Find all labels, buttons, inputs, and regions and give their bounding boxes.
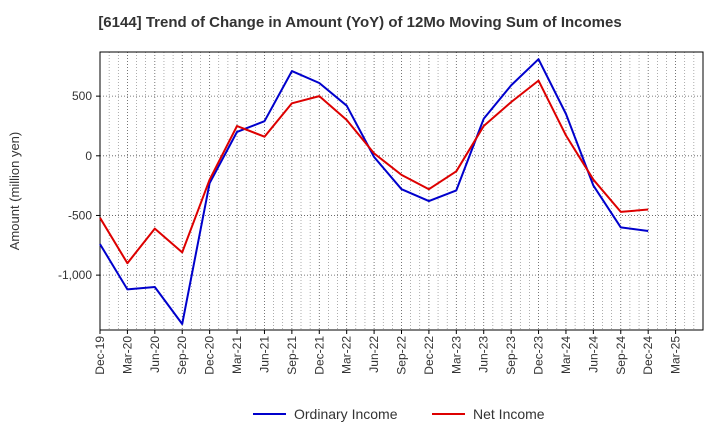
x-tick-label: Dec-20	[203, 336, 217, 375]
x-tick-label: Mar-22	[340, 336, 354, 374]
y-axis-label: Amount (million yen)	[7, 132, 22, 251]
grid	[100, 52, 703, 330]
x-tick-label: Mar-23	[449, 336, 463, 374]
x-tick-label: Dec-19	[93, 336, 107, 375]
x-tick-label: Sep-20	[175, 336, 189, 375]
x-tick-label: Mar-20	[120, 336, 134, 374]
x-tick-label: Sep-22	[395, 336, 409, 375]
series-line-2	[99, 79, 649, 265]
x-tick-label: Sep-24	[614, 336, 628, 375]
x-tick-label: Jun-22	[367, 336, 381, 373]
y-tick-label: 500	[72, 89, 92, 103]
x-tick-label: Dec-21	[312, 336, 326, 375]
series-line-1	[99, 58, 649, 325]
x-axis-ticks: Dec-19 Mar-20 Jun-20 Sep-20 Dec-20 Mar-21 Jun-…	[93, 330, 683, 375]
x-tick-label: Jun-24	[586, 336, 600, 373]
y-tick-label: -1,000	[58, 268, 92, 282]
x-tick-label: Dec-22	[422, 336, 436, 375]
x-tick-label: Jun-21	[257, 336, 271, 373]
series	[99, 58, 649, 325]
y-tick-label: -500	[68, 208, 92, 222]
x-tick-label: Mar-24	[559, 336, 573, 374]
legend-label: Ordinary Income	[294, 406, 398, 422]
legend-label: Net Income	[473, 406, 545, 422]
legend: Ordinary Income Net Income	[253, 406, 545, 422]
x-tick-label: Mar-21	[230, 336, 244, 374]
x-tick-label: Dec-23	[532, 336, 546, 375]
chart-title: [6144] Trend of Change in Amount (YoY) o…	[98, 14, 622, 31]
y-tick-label: 0	[85, 149, 92, 163]
x-tick-label: Jun-23	[477, 336, 491, 373]
x-tick-label: Jun-20	[148, 336, 162, 373]
y-axis-ticks: 500 0 -500 -1,000	[58, 89, 100, 282]
x-tick-label: Mar-25	[669, 336, 683, 374]
x-tick-label: Dec-24	[641, 336, 655, 375]
x-tick-label: Sep-23	[504, 336, 518, 375]
x-tick-label: Sep-21	[285, 336, 299, 375]
